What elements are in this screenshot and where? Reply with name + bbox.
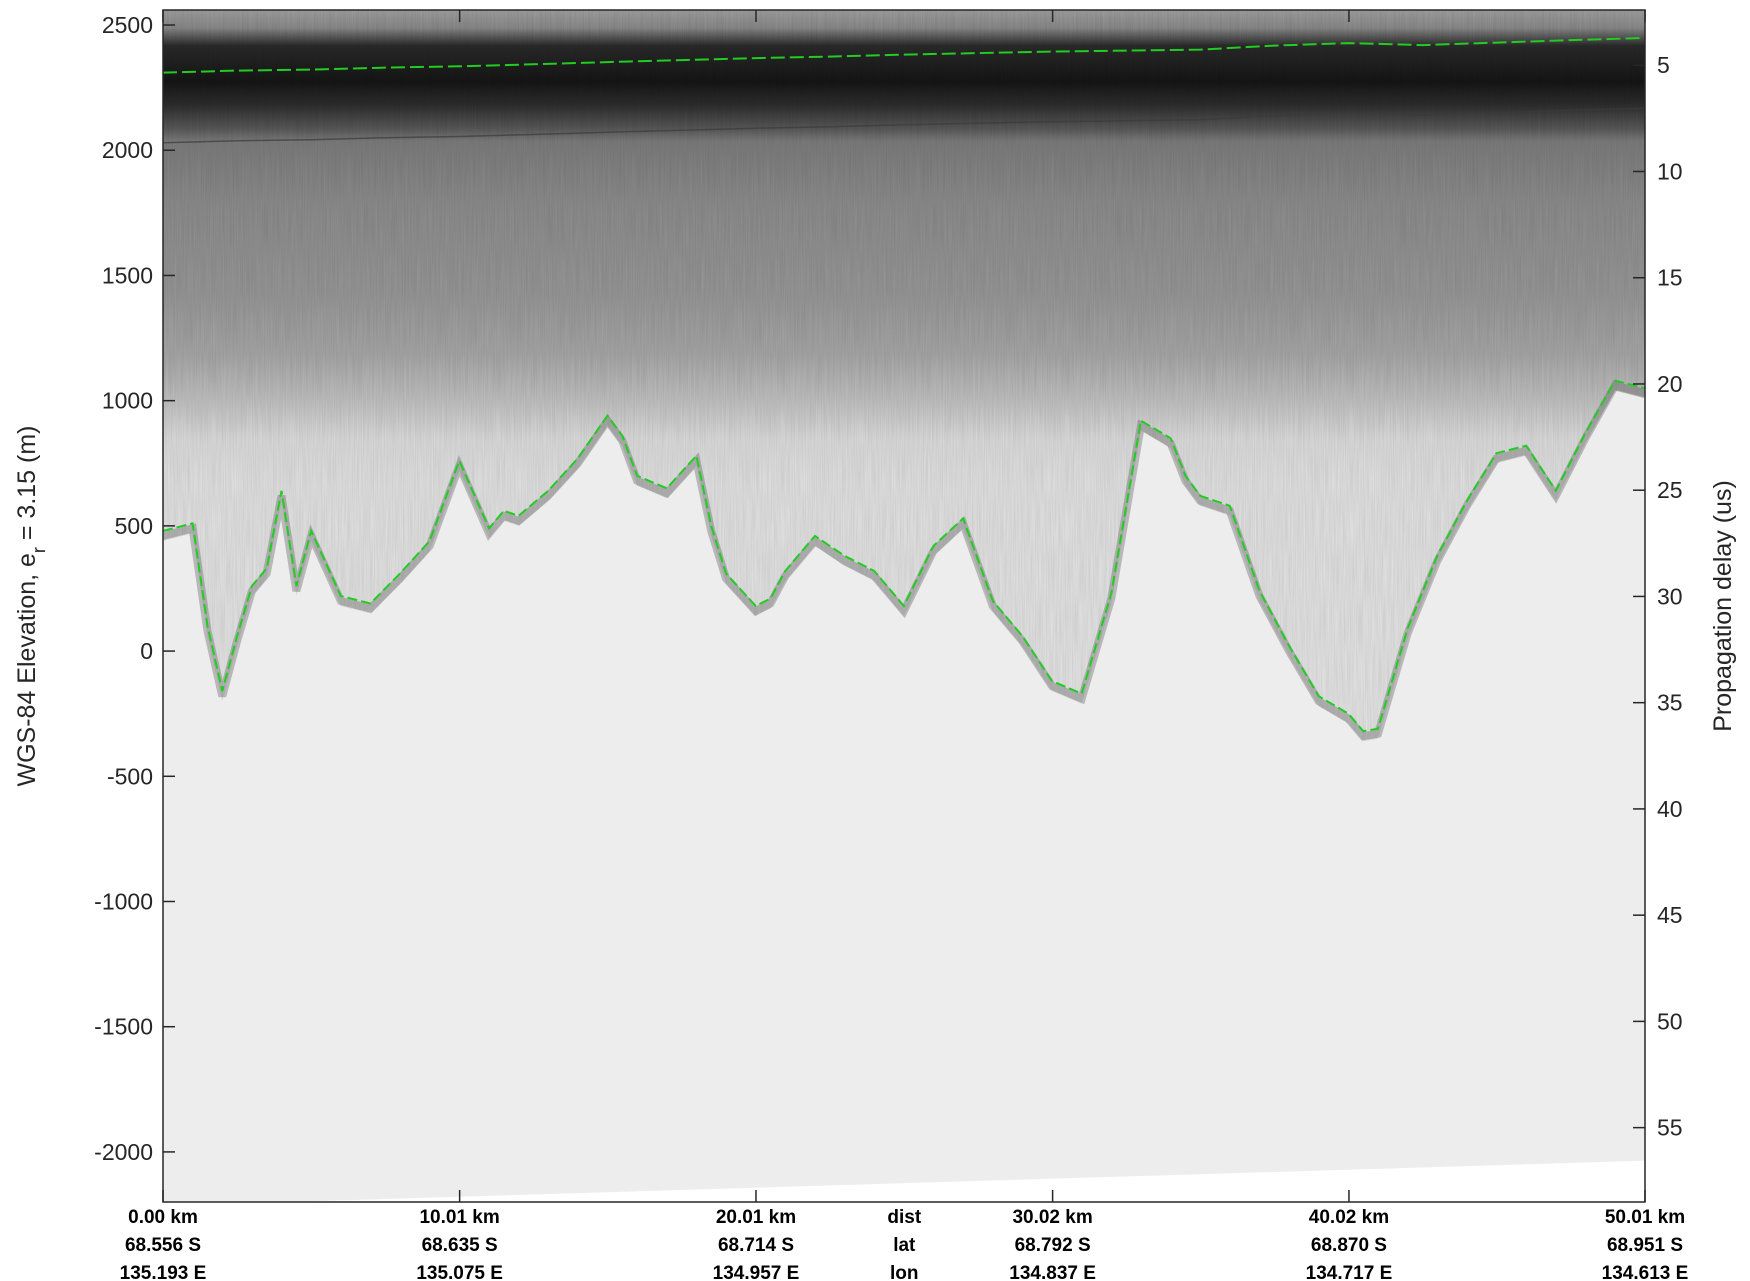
left-tick-label: -1500 [94, 1014, 153, 1040]
right-axis: 5 10 15 20 25 30 35 40 45 50 55 [1633, 52, 1683, 1141]
data-edge-blank [163, 1160, 1645, 1202]
left-tick-label: 2500 [102, 12, 153, 38]
x-dist-label: 0.00 km [128, 1207, 198, 1228]
surface-pick-line [162, 37, 1645, 74]
left-tick-label: 1500 [102, 262, 153, 288]
left-tick-label: 2000 [102, 137, 153, 163]
right-tick-label: 40 [1657, 796, 1683, 822]
x-lat-label: 68.870 S [1311, 1235, 1387, 1256]
right-tick-label: 20 [1657, 371, 1683, 397]
x-lon-label: 134.957 E [713, 1263, 800, 1281]
x-lat-label: 68.556 S [125, 1235, 201, 1256]
right-tick-label: 35 [1657, 690, 1683, 716]
x-lon-label: 135.193 E [120, 1263, 207, 1281]
right-tick-label: 15 [1657, 265, 1683, 291]
x-lon-label: 134.717 E [1306, 1263, 1393, 1281]
x-lat-label: 68.635 S [422, 1235, 498, 1256]
bed-shadow [163, 390, 1645, 1202]
x-lat-label: 68.951 S [1607, 1235, 1683, 1256]
bed-echo [163, 380, 1645, 741]
x-row-name-dist: dist [887, 1207, 921, 1228]
bed-pick-line [162, 379, 1645, 733]
x-lon-label: 134.613 E [1602, 1263, 1689, 1281]
x-lon-label: 135.075 E [416, 1263, 503, 1281]
x-row-name-lon: lon [890, 1263, 919, 1281]
left-tick-label: 0 [140, 638, 153, 664]
x-dist-label: 10.01 km [419, 1207, 499, 1228]
right-tick-label: 55 [1657, 1115, 1683, 1141]
x-row-name-lat: lat [893, 1235, 916, 1256]
right-axis-title: Propagation delay (us) [1709, 480, 1737, 732]
x-dist-label: 20.01 km [716, 1207, 796, 1228]
plot-frame [162, 9, 1646, 1203]
right-tick-label: 25 [1657, 477, 1683, 503]
x-dist-label: 50.01 km [1605, 1207, 1685, 1228]
left-tick-label: -500 [107, 763, 153, 789]
right-tick-label: 5 [1657, 52, 1670, 78]
x-lat-label: 68.792 S [1015, 1235, 1091, 1256]
left-axis: 2500 2000 1500 1000 500 0 -500 -1000 -1500 -2000 [94, 12, 175, 1165]
x-dist-label: 30.02 km [1012, 1207, 1092, 1228]
bottom-axis: 0.00 km 68.556 S 135.193 E 10.01 km 68.635 S… [120, 10, 1689, 1281]
left-tick-label: 500 [115, 513, 153, 539]
left-tick-label: -2000 [94, 1139, 153, 1165]
x-lat-label: 68.714 S [718, 1235, 794, 1256]
internal-layer-reflector [163, 107, 1645, 144]
x-lon-label: 134.837 E [1009, 1263, 1096, 1281]
right-tick-label: 10 [1657, 158, 1683, 184]
right-tick-label: 45 [1657, 902, 1683, 928]
left-tick-label: -1000 [94, 888, 153, 914]
right-tick-label: 30 [1657, 583, 1683, 609]
right-tick-label: 50 [1657, 1008, 1683, 1034]
left-tick-label: 1000 [102, 388, 153, 414]
left-axis-title: WGS-84 Elevation, er = 3.15 (m) [13, 425, 49, 786]
x-dist-label: 40.02 km [1309, 1207, 1389, 1228]
